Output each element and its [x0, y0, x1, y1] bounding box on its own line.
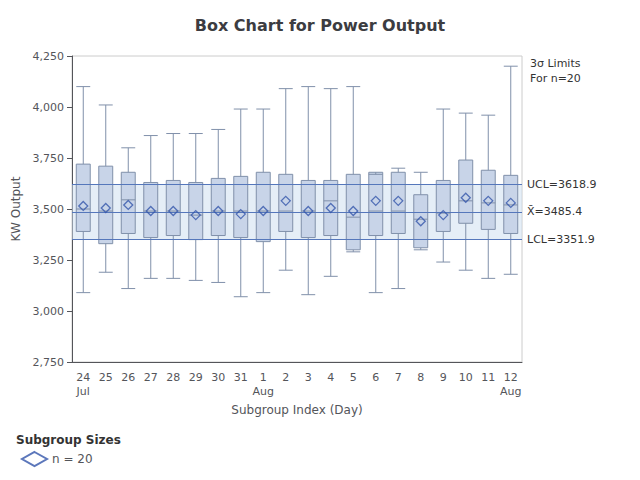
svg-text:KW Output: KW Output: [9, 176, 23, 241]
svg-text:X̄=3485.4: X̄=3485.4: [527, 205, 582, 218]
svg-text:Subgroup Index (Day): Subgroup Index (Day): [231, 403, 362, 417]
svg-text:4,000: 4,000: [33, 101, 65, 114]
svg-text:Subgroup Sizes: Subgroup Sizes: [16, 433, 121, 447]
svg-text:30: 30: [211, 371, 225, 384]
svg-text:24: 24: [76, 371, 90, 384]
svg-text:4: 4: [327, 371, 334, 384]
svg-text:6: 6: [372, 371, 379, 384]
svg-text:11: 11: [481, 371, 495, 384]
svg-text:25: 25: [99, 371, 113, 384]
svg-text:1: 1: [260, 371, 267, 384]
svg-text:For n=20: For n=20: [530, 72, 581, 85]
svg-text:n = 20: n = 20: [52, 452, 93, 466]
svg-text:2,750: 2,750: [33, 356, 65, 369]
svg-text:3: 3: [305, 371, 312, 384]
svg-text:5: 5: [350, 371, 357, 384]
svg-text:LCL=3351.9: LCL=3351.9: [527, 233, 595, 246]
svg-text:3,500: 3,500: [33, 203, 65, 216]
svg-text:3,250: 3,250: [33, 254, 65, 267]
svg-text:3,750: 3,750: [33, 152, 65, 165]
svg-text:9: 9: [440, 371, 447, 384]
svg-text:Box Chart for Power Output: Box Chart for Power Output: [195, 16, 446, 35]
svg-text:26: 26: [121, 371, 135, 384]
svg-text:3σ Limits: 3σ Limits: [530, 57, 581, 70]
svg-text:10: 10: [459, 371, 473, 384]
svg-text:Aug: Aug: [253, 385, 274, 398]
svg-text:7: 7: [395, 371, 402, 384]
svg-text:28: 28: [166, 371, 180, 384]
svg-text:27: 27: [144, 371, 158, 384]
svg-text:29: 29: [189, 371, 203, 384]
svg-text:Aug: Aug: [500, 385, 521, 398]
svg-text:4,250: 4,250: [33, 50, 65, 63]
svg-text:31: 31: [234, 371, 248, 384]
svg-text:UCL=3618.9: UCL=3618.9: [527, 178, 597, 191]
svg-text:12: 12: [504, 371, 518, 384]
svg-text:Jul: Jul: [76, 385, 90, 398]
svg-text:8: 8: [417, 371, 424, 384]
svg-text:2: 2: [282, 371, 289, 384]
svg-text:3,000: 3,000: [33, 305, 65, 318]
